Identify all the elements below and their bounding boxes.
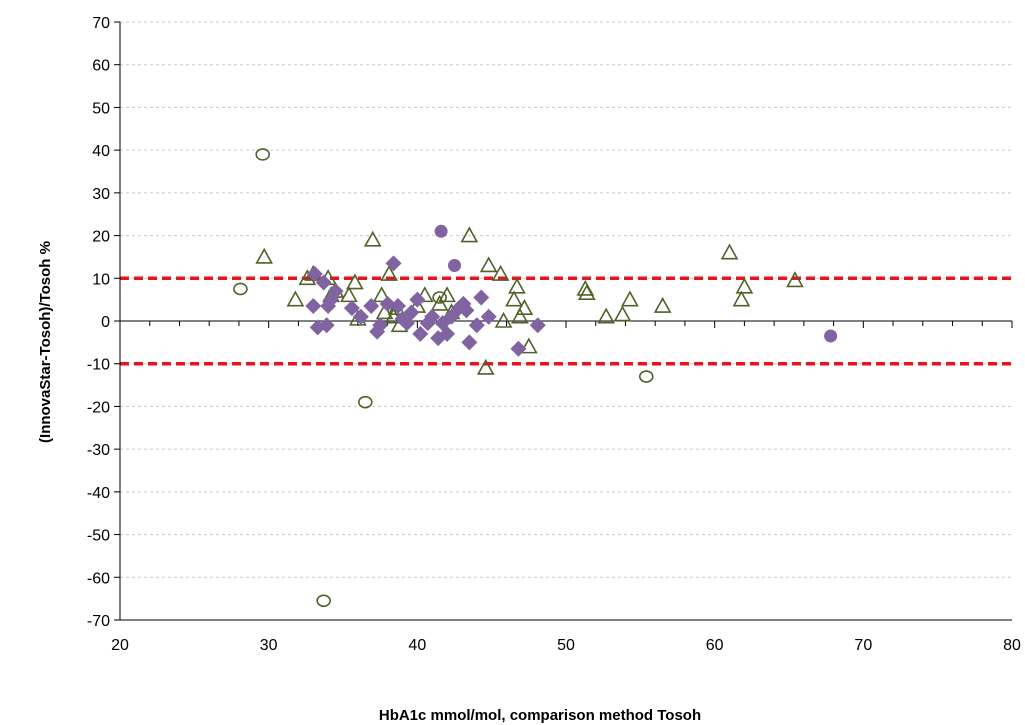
diamond-marker [473, 289, 490, 306]
diamond-marker [390, 298, 407, 315]
open-circle-marker [233, 282, 248, 296]
y-tick-label: 70 [92, 15, 110, 32]
triangle-marker [479, 256, 498, 273]
triangle-marker [519, 337, 538, 354]
diamond-marker [529, 317, 546, 334]
diamond-marker [424, 308, 441, 325]
triangle-marker [613, 305, 632, 322]
diamond-marker [409, 291, 426, 308]
triangle-marker [375, 303, 394, 320]
triangle-marker [621, 290, 639, 307]
triangle-marker [732, 290, 751, 307]
axes [114, 21, 1013, 621]
diamond-marker [372, 317, 389, 334]
y-tick-label: -70 [87, 613, 110, 630]
triangle-marker [786, 271, 804, 288]
diamond-marker [305, 298, 322, 315]
data-points [233, 148, 838, 608]
triangle-marker [577, 284, 596, 301]
diamond-marker [461, 334, 478, 351]
x-tick-label: 50 [557, 637, 575, 654]
diamond-marker [403, 304, 420, 321]
triangle-marker [511, 307, 529, 324]
triangle-marker [508, 277, 526, 294]
y-tick-label: -50 [87, 528, 110, 545]
gridlines [120, 21, 1012, 578]
y-tick-label: 30 [92, 186, 110, 203]
y-tick-label: 60 [92, 58, 110, 75]
triangle-marker [415, 286, 434, 303]
triangle-marker [460, 226, 479, 243]
y-tick-label: -20 [87, 399, 110, 416]
x-axis-title: HbA1c mmol/mol, comparison method Tosoh [379, 707, 701, 724]
open-circle-marker [316, 594, 331, 608]
diamond-marker [379, 295, 396, 312]
diamond-marker [412, 325, 429, 342]
open-circle-marker [357, 395, 373, 409]
triangle-marker [380, 264, 398, 281]
diamond-marker [439, 325, 456, 342]
triangle-marker [430, 294, 449, 311]
y-tick-label: -60 [87, 570, 110, 587]
diamond-marker [352, 308, 369, 325]
filled-circle-marker [824, 329, 838, 343]
y-tick-labels: -70 -60 -50 -40 -30 -20 -10 0 10 20 30 40 50 60 70 [87, 15, 110, 630]
diamond-marker [385, 255, 402, 272]
triangle-marker [286, 290, 305, 307]
triangle-marker [363, 230, 382, 247]
open-circle-marker [432, 291, 447, 304]
diamond-marker [468, 317, 485, 334]
y-tick-label: -30 [87, 442, 110, 459]
triangle-marker [372, 286, 391, 303]
x-tick-label: 20 [111, 637, 129, 654]
x-tick-label: 80 [1003, 637, 1021, 654]
y-axis-title: (InnovaStar-Tosoh)/Tosoh % [37, 241, 54, 443]
triangle-marker [494, 311, 513, 328]
diamond-marker [458, 302, 475, 319]
triangle-marker [340, 286, 358, 303]
triangle-marker [505, 290, 523, 307]
triangle-marker [438, 286, 456, 303]
triangle-marker [491, 264, 510, 281]
diamond-marker [480, 308, 497, 325]
open-circle-marker [255, 148, 271, 161]
x-tick-labels: 20 30 40 50 60 70 80 [111, 637, 1021, 654]
triangle-marker [515, 299, 534, 315]
diamond-marker [343, 300, 360, 317]
filled-circle-marker [448, 258, 461, 272]
reference-lines [120, 276, 1012, 366]
triangle-marker [255, 247, 274, 264]
y-tick-label: 0 [101, 314, 110, 331]
diamond-marker [363, 298, 380, 315]
diamond-marker [318, 317, 335, 334]
diamond-marker [306, 266, 323, 283]
x-tick-label: 30 [260, 637, 278, 654]
triangle-marker [346, 273, 364, 290]
diamond-marker [315, 274, 332, 291]
open-circle-marker [638, 370, 654, 383]
y-tick-label: 10 [92, 271, 110, 288]
triangle-marker [653, 296, 672, 313]
y-tick-label: 20 [92, 229, 110, 246]
triangle-marker [476, 358, 495, 375]
y-tick-label: -10 [87, 357, 110, 374]
y-tick-label: 40 [92, 143, 110, 160]
diamond-marker [510, 340, 527, 357]
y-tick-label: 50 [92, 100, 110, 117]
triangle-marker [597, 307, 615, 324]
y-tick-label: -40 [87, 485, 110, 502]
triangle-marker [735, 277, 754, 294]
x-tick-label: 70 [854, 637, 872, 654]
diamond-marker [327, 283, 344, 300]
triangle-marker [720, 243, 739, 260]
x-tick-label: 60 [706, 637, 724, 654]
triangle-marker [384, 307, 403, 324]
filled-circle-marker [434, 224, 448, 238]
x-tick-label: 40 [408, 637, 426, 654]
